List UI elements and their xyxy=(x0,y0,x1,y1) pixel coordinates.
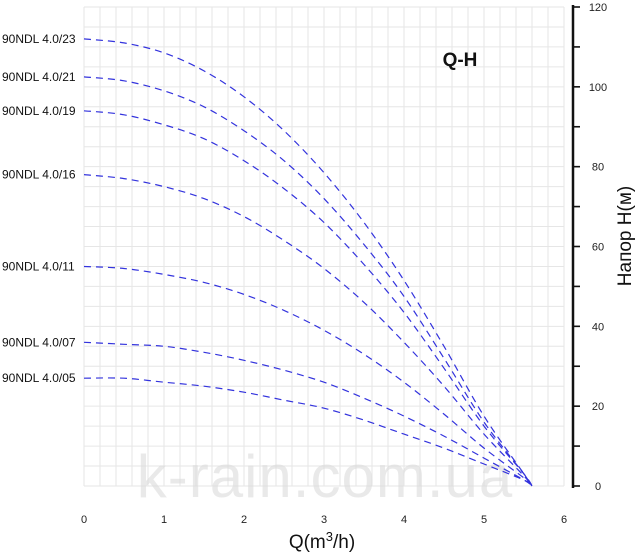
y-axis-ticks: 0 20 40 60 80 100 120 xyxy=(573,2,607,493)
chart-title: Q-H xyxy=(443,50,478,71)
x-axis-title-sup: 3 xyxy=(326,529,333,544)
y-tick-label: 40 xyxy=(592,321,604,333)
x-tick-label: 1 xyxy=(161,514,167,526)
x-axis-title-base: Q(m xyxy=(289,532,326,553)
series-label: 90NDL 4.0/07 xyxy=(2,335,76,349)
grid xyxy=(83,6,565,487)
series-label: 90NDL 4.0/05 xyxy=(2,371,76,385)
watermark: k-rain.com.ua xyxy=(137,443,513,510)
series-curve xyxy=(83,341,533,487)
x-axis-title: Q(m3/h) xyxy=(289,529,355,553)
y-axis-title: Напор H(м) xyxy=(615,186,636,286)
x-tick-label: 6 xyxy=(561,514,567,526)
y-tick-label: 120 xyxy=(589,2,607,14)
series-label: 90NDL 4.0/16 xyxy=(2,168,76,182)
y-tick-label: 80 xyxy=(592,162,604,174)
series-label: 90NDL 4.0/21 xyxy=(2,70,76,84)
series-label: 90NDL 4.0/23 xyxy=(2,32,76,46)
series-curve xyxy=(83,265,533,487)
x-tick-label: 2 xyxy=(241,514,247,526)
x-tick-label: 4 xyxy=(401,514,407,526)
watermark-text: k-rain.com.ua xyxy=(137,443,513,510)
series-curve xyxy=(83,110,533,487)
x-tick-label: 3 xyxy=(321,514,327,526)
series-curve xyxy=(83,174,533,487)
y-tick-label: 0 xyxy=(595,481,601,493)
y-tick-label: 60 xyxy=(592,242,604,254)
series-labels: 90NDL 4.0/23 90NDL 4.0/21 90NDL 4.0/19 90ND… xyxy=(2,32,76,385)
series-curve xyxy=(83,377,533,487)
y-tick-label: 100 xyxy=(589,82,607,94)
series-label: 90NDL 4.0/19 xyxy=(2,104,76,118)
y-tick-label: 20 xyxy=(592,401,604,413)
x-tick-label: 0 xyxy=(81,514,87,526)
series-curves xyxy=(83,38,533,487)
x-tick-label: 5 xyxy=(481,514,487,526)
x-axis-title-end: /h) xyxy=(333,532,355,553)
series-label: 90NDL 4.0/11 xyxy=(2,259,75,273)
series-curve xyxy=(83,38,533,487)
x-axis-ticks: 0 1 2 3 4 5 6 xyxy=(81,514,567,526)
